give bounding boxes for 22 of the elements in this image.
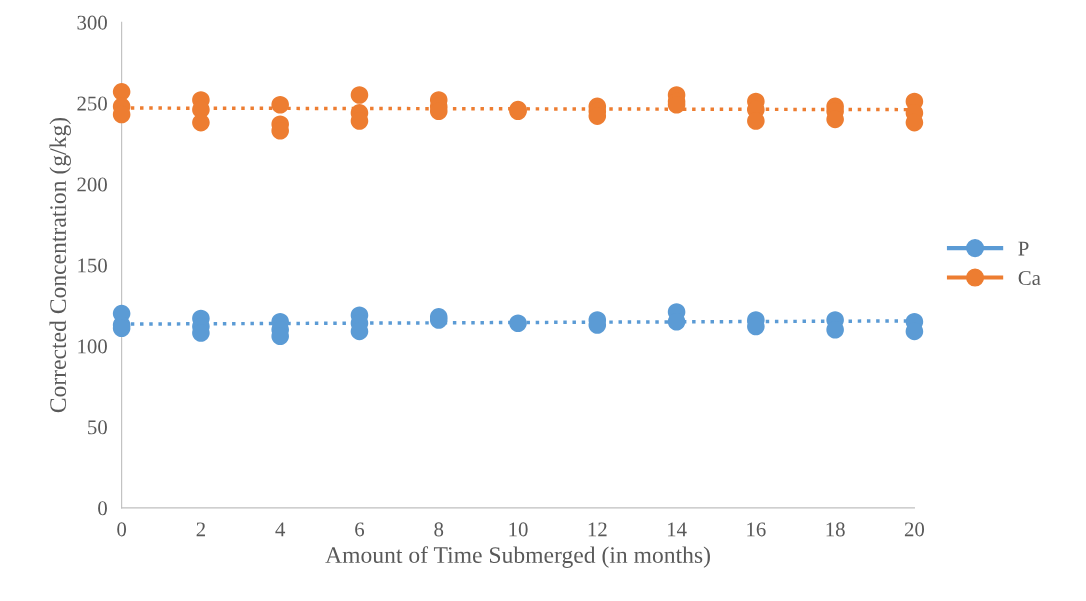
x-tick-label: 2 — [196, 522, 205, 537]
x-tick-label: 4 — [275, 522, 286, 537]
x-tick-label: 18 — [826, 522, 845, 537]
x-tick-label: 8 — [434, 522, 444, 537]
x-tick-label: 16 — [747, 522, 766, 537]
y-tick-label: 0 — [98, 501, 107, 516]
y-tick-label: 150 — [78, 258, 107, 273]
x-tick-label: 10 — [509, 522, 528, 537]
x-axis-title: Amount of Time Submerged (in months) — [325, 546, 710, 568]
x-tick-label: 20 — [904, 522, 925, 537]
y-axis-title: Corrected Concentration (g/kg) — [49, 117, 71, 413]
x-tick-label: 0 — [117, 522, 127, 537]
y-tick-label: 50 — [88, 420, 107, 435]
legend-label: P — [1018, 241, 1029, 256]
y-tick-label: 100 — [78, 339, 107, 354]
legend-label: Ca — [1018, 271, 1041, 286]
x-tick-label: 14 — [667, 522, 687, 537]
x-tick-label: 6 — [355, 522, 365, 537]
y-tick-label: 250 — [77, 96, 107, 111]
y-tick-label: 300 — [77, 15, 107, 30]
x-tick-label: 12 — [588, 522, 607, 537]
y-tick-label: 200 — [77, 177, 107, 192]
